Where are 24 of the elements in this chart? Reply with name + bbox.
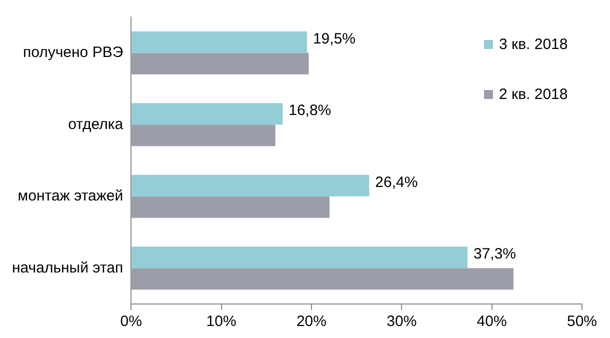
bar <box>132 52 309 74</box>
x-tick-label: 50% <box>566 313 598 330</box>
legend-label: 3 кв. 2018 <box>499 36 568 54</box>
x-tick-label: 0% <box>120 313 142 330</box>
data-label: 16,8% <box>288 102 332 120</box>
y-tick-label: получено РВЭ <box>22 44 124 62</box>
x-tick-label: 30% <box>386 313 417 330</box>
data-label: 37,3% <box>473 246 516 263</box>
y-tick-label: монтаж этажей <box>18 188 124 205</box>
bar <box>132 124 276 146</box>
bar <box>132 174 370 196</box>
y-tick-label: отделка <box>68 116 124 133</box>
y-tick-label: начальный этап <box>12 259 124 276</box>
legend-label: 2 кв. 2018 <box>499 86 568 104</box>
bar <box>132 196 330 218</box>
data-label: 26,4% <box>375 174 418 191</box>
x-tick-label: 20% <box>296 313 326 330</box>
data-label: 19,5% <box>312 30 356 48</box>
x-tick-label: 10% <box>206 313 236 330</box>
bar <box>132 103 283 125</box>
bar <box>132 268 514 290</box>
x-tick-label: 40% <box>476 313 507 330</box>
bar <box>132 31 307 53</box>
bar <box>132 246 468 268</box>
